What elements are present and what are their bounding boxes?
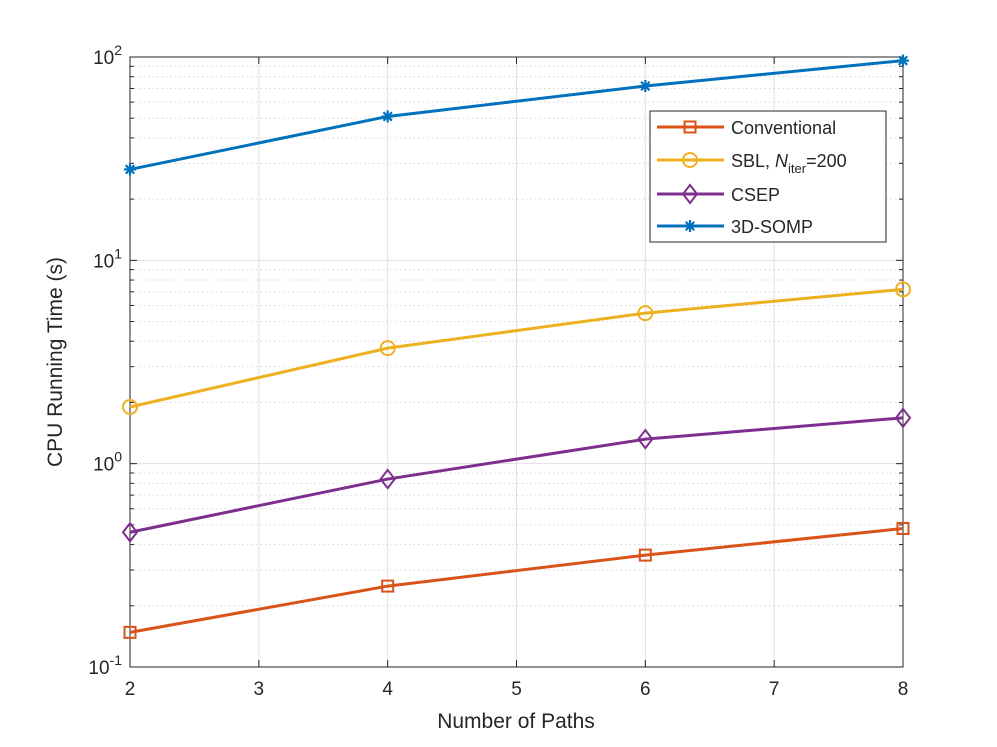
legend-label: 3D-SOMP <box>731 217 813 237</box>
series-csep <box>121 407 912 543</box>
x-tick-label: 6 <box>640 679 651 700</box>
data-point <box>897 54 909 67</box>
data-point <box>379 468 396 490</box>
legend-item: SBL, Niter=200 <box>657 151 847 176</box>
series-conventional <box>123 521 910 639</box>
x-tick-label: 5 <box>511 679 522 700</box>
x-tick-label: 7 <box>769 679 780 700</box>
data-point <box>637 305 654 322</box>
series <box>121 54 912 639</box>
data-point <box>379 340 396 357</box>
y-axis-label: CPU Running Time (s) <box>44 257 67 467</box>
x-tick-label: 2 <box>125 679 136 700</box>
data-point <box>124 163 136 176</box>
data-point <box>894 407 912 429</box>
y-tick-label: 101 <box>93 245 122 272</box>
x-tick-labels: 2 3 4 5 6 7 8 <box>125 679 909 700</box>
series-line <box>129 59 904 171</box>
legend: Conventional SBL, Niter=200 CSEP 3D-SOMP <box>649 110 887 243</box>
series-3d-somp <box>124 54 909 176</box>
data-point <box>121 521 139 543</box>
x-tick-label: 3 <box>254 679 265 700</box>
data-point <box>123 625 137 639</box>
legend-label: SBL, Niter=200 <box>731 151 847 176</box>
data-point <box>637 428 654 450</box>
legend-marker <box>684 220 696 232</box>
data-point <box>639 80 652 93</box>
data-point <box>122 398 138 415</box>
legend-label: CSEP <box>731 185 780 205</box>
series-sbl <box>122 281 911 415</box>
y-tick-label: 102 <box>93 42 122 69</box>
data-point <box>896 521 910 535</box>
data-point <box>895 281 911 298</box>
y-tick-label: 10-1 <box>88 652 122 679</box>
x-axis-label: Number of Paths <box>437 710 595 733</box>
data-point <box>638 548 652 562</box>
y-tick-labels: 10-1 100 101 102 <box>88 42 122 679</box>
legend-marker <box>683 120 697 134</box>
x-tick-label: 4 <box>382 679 393 700</box>
legend-item: 3D-SOMP <box>657 217 813 237</box>
series-line <box>129 287 904 409</box>
legend-item: Conventional <box>657 118 836 138</box>
series-line <box>129 526 904 634</box>
data-point <box>381 110 394 123</box>
data-point <box>381 579 395 593</box>
legend-marker <box>682 152 698 168</box>
x-tick-label: 8 <box>898 679 909 700</box>
y-tick-label: 100 <box>93 449 122 476</box>
legend-marker <box>681 183 699 205</box>
legend-label: Conventional <box>731 118 836 138</box>
series-line <box>129 416 904 534</box>
legend-item: CSEP <box>657 183 780 205</box>
